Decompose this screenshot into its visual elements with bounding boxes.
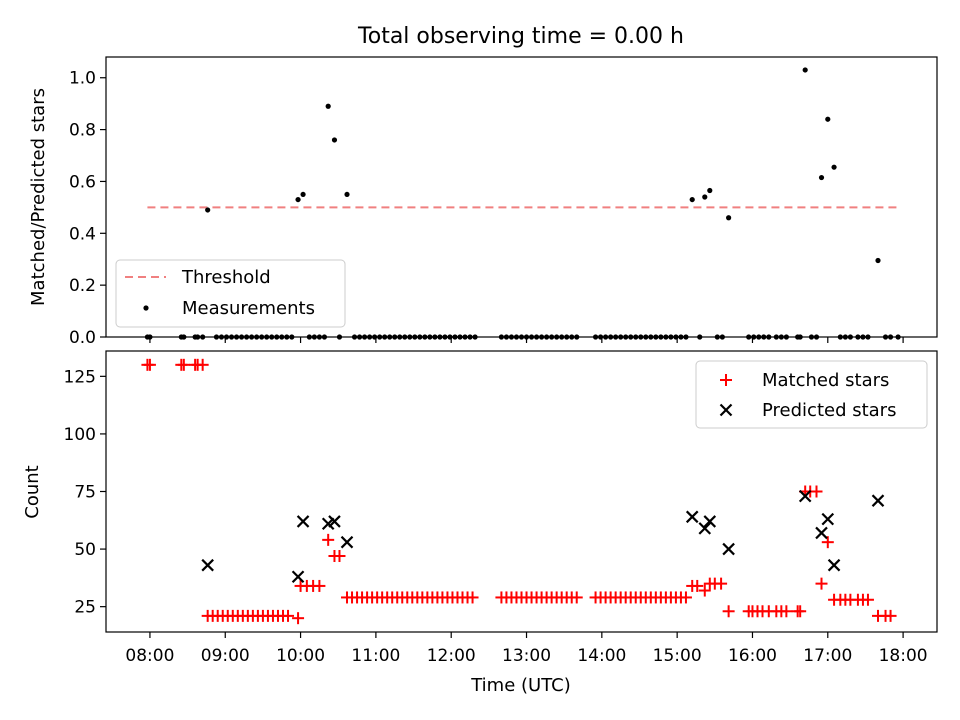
predicted-star-point [821, 512, 835, 526]
predicted-star-point [340, 535, 354, 549]
matched-star-point [292, 612, 305, 625]
matched-star-point [466, 591, 479, 604]
measurement-point [707, 187, 713, 194]
measurement-point [726, 215, 732, 221]
matched-star-point [722, 605, 735, 618]
count-legend: Matched stars Predicted stars [695, 360, 928, 429]
matched-legend-label: Matched stars [762, 370, 889, 391]
measurement-point [702, 194, 708, 200]
ratio-y-tick-label: 0.0 [69, 328, 96, 348]
count-y-tick-label: 75 [74, 483, 96, 503]
measurements-legend-label: Measurements [182, 298, 315, 319]
predicted-legend-label: Predicted stars [762, 400, 896, 421]
matched-star-point [322, 533, 335, 546]
matched-star-point [143, 358, 156, 371]
threshold-legend-label: Threshold [181, 267, 271, 288]
count-y-tick-label: 125 [64, 367, 96, 387]
predicted-star-point [291, 570, 305, 583]
predicted-star-point [698, 522, 712, 535]
time-x-tick-label: 13:00 [502, 646, 551, 666]
matched-star-point [861, 593, 874, 606]
ratio-marks [144, 67, 901, 340]
predicted-star-point [296, 515, 310, 528]
time-x-tick-label: 15:00 [653, 646, 702, 666]
count-y-tick-label: 25 [74, 598, 96, 618]
ratio-legend-box [115, 259, 346, 328]
figure-title: Total observing time = 0.00 h [357, 24, 684, 49]
count-marks [141, 358, 897, 625]
matched-star-point [196, 358, 209, 371]
measurement-point [875, 257, 881, 264]
time-x-axis: 08:00 09:00 10:00 11:00 12:00 13:00 14:00 15:00… [125, 632, 928, 666]
time-x-tick-label: 17:00 [803, 646, 852, 666]
ratio-x-ticks [149, 337, 904, 343]
matched-star-point [570, 591, 583, 604]
time-x-tick-label: 12:00 [427, 646, 476, 666]
count-y-axis-label: Count [22, 465, 43, 518]
time-x-tick-label: 09:00 [201, 646, 250, 666]
measurement-point [802, 67, 808, 73]
measurement-point [331, 137, 338, 143]
predicted-star-point [722, 542, 735, 556]
count-panel: 25 50 75 100 125 08:00 09:00 10:00 11:00 12:00 13… [22, 350, 938, 696]
count-legend-box [695, 360, 928, 429]
matched-star-point [698, 584, 711, 597]
count-y-axis: 25 50 75 100 125 [64, 367, 106, 618]
ratio-y-tick-label: 1.0 [69, 69, 96, 89]
measurements-legend-swatch [143, 305, 149, 311]
count-y-tick-label: 50 [74, 540, 96, 560]
predicted-star-point [871, 494, 885, 507]
measurement-point [205, 207, 211, 213]
measurement-point [831, 164, 837, 170]
predicted-star-point [328, 515, 341, 528]
time-x-tick-label: 11:00 [351, 646, 400, 666]
predicted-star-point [827, 558, 841, 572]
ratio-y-axis-label: Matched/Predicted stars [28, 88, 49, 306]
time-x-tick-label: 18:00 [879, 646, 928, 666]
ratio-y-tick-label: 0.4 [69, 224, 96, 244]
measurement-point [689, 196, 695, 203]
measurement-point [295, 196, 301, 203]
ratio-plot-frame [105, 56, 938, 338]
predicted-star-point [815, 526, 828, 540]
time-x-tick-label: 08:00 [125, 646, 174, 666]
time-x-tick-label: 16:00 [728, 646, 777, 666]
ratio-y-axis: 0.0 0.2 0.4 0.6 0.8 1.0 [69, 69, 106, 348]
matched-star-point [810, 485, 823, 498]
matched-star-point [815, 577, 828, 590]
predicted-star-point [685, 510, 699, 524]
predicted-star-point [201, 558, 214, 572]
matched-star-point [282, 609, 295, 622]
measurement-point [818, 174, 825, 181]
matched-star-point [780, 605, 793, 618]
predicted-star-point [798, 489, 812, 503]
time-x-tick-label: 14:00 [577, 646, 626, 666]
matched-star-point [794, 605, 807, 618]
matched-star-point [691, 579, 704, 592]
matched-star-point [313, 579, 326, 592]
matched-star-point [679, 591, 692, 604]
ratio-legend: Threshold Measurements [115, 259, 346, 328]
matched-star-point [715, 577, 728, 590]
matched-star-point [821, 536, 834, 549]
ratio-y-tick-label: 0.6 [69, 172, 96, 192]
time-x-tick-label: 10:00 [276, 646, 325, 666]
predicted-legend-swatch [719, 403, 733, 417]
time-x-axis-label: Time (UTC) [470, 675, 571, 696]
matched-star-point [333, 549, 346, 562]
matched-legend-swatch [720, 374, 732, 386]
ratio-y-tick-label: 0.2 [69, 276, 96, 296]
measurement-point [325, 103, 331, 109]
ratio-panel: 0.0 0.2 0.4 0.6 0.8 1.0 Matched/Predicted sta… [28, 56, 938, 348]
measurement-point [825, 116, 831, 122]
measurement-point [300, 191, 306, 198]
matched-star-point [884, 609, 897, 622]
count-y-tick-label: 100 [64, 425, 96, 445]
ratio-y-tick-label: 0.8 [69, 121, 96, 141]
matched-star-point [177, 358, 190, 371]
measurement-point [344, 191, 350, 198]
predicted-star-point [703, 515, 717, 528]
